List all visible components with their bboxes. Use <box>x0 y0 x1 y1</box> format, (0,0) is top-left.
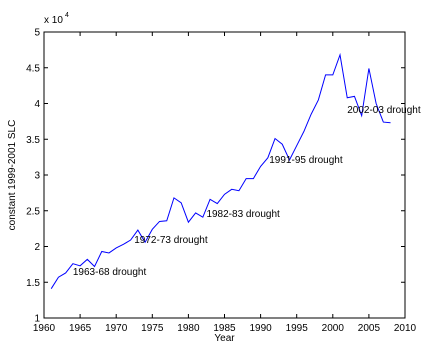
annotation-label: 1963-68 drought <box>73 267 147 278</box>
x-tick-label: 1990 <box>249 323 272 334</box>
annotation-label: 1982-83 drought <box>206 209 280 220</box>
annotation-label: 1972-73 drought <box>134 235 208 246</box>
x-tick-label: 2000 <box>322 323 345 334</box>
x-axis-label: Year <box>214 333 235 343</box>
y-tick-label: 5 <box>34 28 40 39</box>
x-tick-label: 1965 <box>69 323 92 334</box>
y-tick-label: 1.5 <box>26 278 40 289</box>
y-axis-label: constant 1999-2001 SLC <box>7 120 18 231</box>
y-tick-label: 3.5 <box>26 135 40 146</box>
multiplier-base: x 10 <box>44 15 63 26</box>
y-tick-label: 2.5 <box>26 206 40 217</box>
y-tick-label: 3 <box>34 171 40 182</box>
x-tick-label: 2010 <box>394 323 417 334</box>
y-tick-label: 1 <box>34 314 40 325</box>
series-line <box>50 52 391 289</box>
x-tick-label: 1985 <box>213 323 236 334</box>
annotations: 1963-68 drought 1972-73 drought 1982-83 dr… <box>73 105 421 278</box>
x-tick-label: 1970 <box>105 323 128 334</box>
x-tick-label: 2005 <box>358 323 381 334</box>
y-tick-label: 2 <box>34 242 40 253</box>
y-tick-label: 4.5 <box>26 63 40 74</box>
annotation-label: 1991-95 drought <box>269 155 343 166</box>
x-tick-label: 1975 <box>141 323 164 334</box>
x-axis: 1960 1965 1970 1975 1980 1985 1990 1995 2000 2005… <box>33 32 417 334</box>
annotation-label: 2002-03 drought <box>347 105 421 116</box>
x-tick-label: 1995 <box>286 323 309 334</box>
y-axis: 1 1.5 2 2.5 3 3.5 4 4.5 5 <box>26 28 405 325</box>
x-tick-label: 1960 <box>33 323 56 334</box>
y-tick-label: 4 <box>34 99 40 110</box>
multiplier-label: x 10 4 <box>44 12 69 26</box>
x-tick-label: 1980 <box>177 323 200 334</box>
multiplier-exponent: 4 <box>65 12 69 19</box>
